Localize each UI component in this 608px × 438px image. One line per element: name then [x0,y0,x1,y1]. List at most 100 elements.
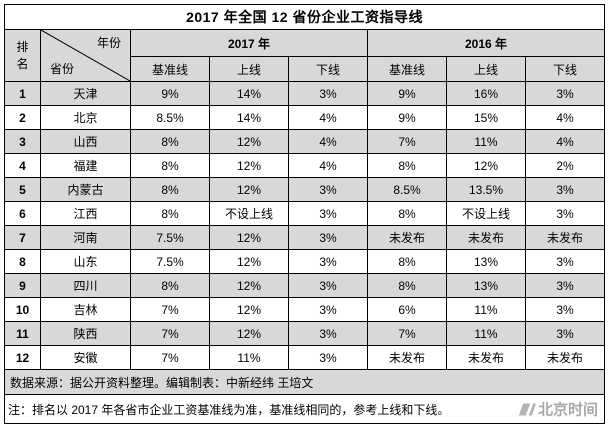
province-cell: 内蒙古 [40,177,131,202]
value-cell: 未发布 [446,225,526,250]
value-cell: 3% [524,321,606,346]
note-cell: 注：排名以 2017 年各省市企业工资基准线为准，基准线相同的，参考上线和下线。… [3,394,606,424]
table-row: 3 山西 8% 12% 4% 7% 11% 4% [4,129,606,154]
value-cell: 8% [367,273,447,298]
value-cell: 4% [288,129,368,154]
sub-header-baseline-2017: 基准线 [130,56,210,82]
title-row: 2017 年全国 12 省份企业工资指导线 [3,4,606,30]
value-cell: 不设上线 [209,201,289,226]
rank-cell: 10 [4,297,41,322]
value-cell: 3% [288,273,368,298]
value-cell: 13% [446,249,526,274]
value-cell: 4% [524,129,606,154]
column-group-2017: 2017 年 [130,29,368,57]
rank-cell: 9 [4,273,41,298]
rank-cell: 6 [4,201,41,226]
value-cell: 13% [446,273,526,298]
rank-header-cell: 排名 [4,29,41,82]
province-cell: 山西 [40,129,131,154]
value-cell: 9% [367,81,447,106]
province-cell: 山东 [40,249,131,274]
province-cell: 四川 [40,273,131,298]
value-cell: 3% [288,201,368,226]
sub-header-upper-2016: 上线 [446,56,526,82]
table-row: 1 天津 9% 14% 3% 9% 16% 3% [4,81,606,106]
watermark: 北京时间 [518,399,599,420]
sub-header-baseline-2016: 基准线 [367,56,447,82]
wage-guidance-table: 2017 年全国 12 省份企业工资指导线 排名 年份 省份 2017 年 20… [3,4,606,424]
value-cell: 7% [130,297,210,322]
value-cell: 7.5% [130,225,210,250]
corner-province-label: 省份 [50,62,75,76]
rank-cell: 7 [4,225,41,250]
table-body: 1 天津 9% 14% 3% 9% 16% 3% 2 北京 8.5% 14% 4% 9% 15% 4% 3 山西 8… [4,81,606,370]
value-cell: 3% [524,177,606,202]
value-cell: 11% [446,297,526,322]
source-row: 数据来源：据公开资料整理。编辑制表：中新经纬 王培文 [3,369,606,395]
rank-header-label: 排名 [16,39,29,71]
province-cell: 陕西 [40,321,131,346]
value-cell: 8% [367,153,447,178]
value-cell: 11% [209,345,289,370]
value-cell: 8% [130,177,210,202]
value-cell: 4% [524,105,606,130]
value-cell: 8% [130,129,210,154]
value-cell: 未发布 [524,225,606,250]
value-cell: 8% [367,249,447,274]
value-cell: 14% [209,105,289,130]
table-row: 7 河南 7.5% 12% 3% 未发布 未发布 未发布 [4,225,606,250]
province-cell: 天津 [40,81,131,106]
province-cell: 河南 [40,225,131,250]
note-row: 注：排名以 2017 年各省市企业工资基准线为准，基准线相同的，参考上线和下线。… [3,394,606,424]
province-cell: 江西 [40,201,131,226]
value-cell: 7% [367,321,447,346]
rank-cell: 2 [4,105,41,130]
sub-header-lower-2017: 下线 [288,56,368,82]
value-cell: 3% [288,297,368,322]
value-cell: 4% [288,105,368,130]
value-cell: 15% [446,105,526,130]
watermark-text: 北京时间 [538,401,599,419]
value-cell: 7% [130,321,210,346]
value-cell: 3% [288,225,368,250]
rank-cell: 3 [4,129,41,154]
value-cell: 6% [367,297,447,322]
column-group-2016: 2016 年 [366,29,606,57]
table-row: 10 吉林 7% 12% 3% 6% 11% 3% [4,297,606,322]
value-cell: 3% [524,249,606,274]
value-cell: 未发布 [367,225,447,250]
value-cell: 9% [130,81,210,106]
value-cell: 16% [446,81,526,106]
value-cell: 12% [209,249,289,274]
value-cell: 8% [130,273,210,298]
value-cell: 不设上线 [446,201,526,226]
value-cell: 3% [288,81,368,106]
province-cell: 福建 [40,153,131,178]
value-cell: 8.5% [367,177,447,202]
diagonal-divider-line [41,30,130,81]
value-cell: 7.5% [130,249,210,274]
table-row: 2 北京 8.5% 14% 4% 9% 15% 4% [4,105,606,130]
province-cell: 吉林 [40,297,131,322]
sub-header-upper-2017: 上线 [209,56,289,82]
table-row: 8 山东 7.5% 12% 3% 8% 13% 3% [4,249,606,274]
value-cell: 3% [524,201,606,226]
value-cell: 7% [130,345,210,370]
value-cell: 3% [524,297,606,322]
value-cell: 未发布 [367,345,447,370]
value-cell: 8% [367,201,447,226]
value-cell: 9% [367,105,447,130]
rank-cell: 5 [4,177,41,202]
value-cell: 14% [209,81,289,106]
rank-cell: 12 [4,345,41,370]
value-cell: 未发布 [446,345,526,370]
rank-cell: 4 [4,153,41,178]
value-cell: 8.5% [130,105,210,130]
value-cell: 3% [288,177,368,202]
value-cell: 4% [288,153,368,178]
data-source-text: 数据来源：据公开资料整理。编辑制表：中新经纬 王培文 [3,369,606,395]
rank-cell: 11 [4,321,41,346]
table-row: 6 江西 8% 不设上线 3% 8% 不设上线 3% [4,201,606,226]
value-cell: 2% [524,153,606,178]
